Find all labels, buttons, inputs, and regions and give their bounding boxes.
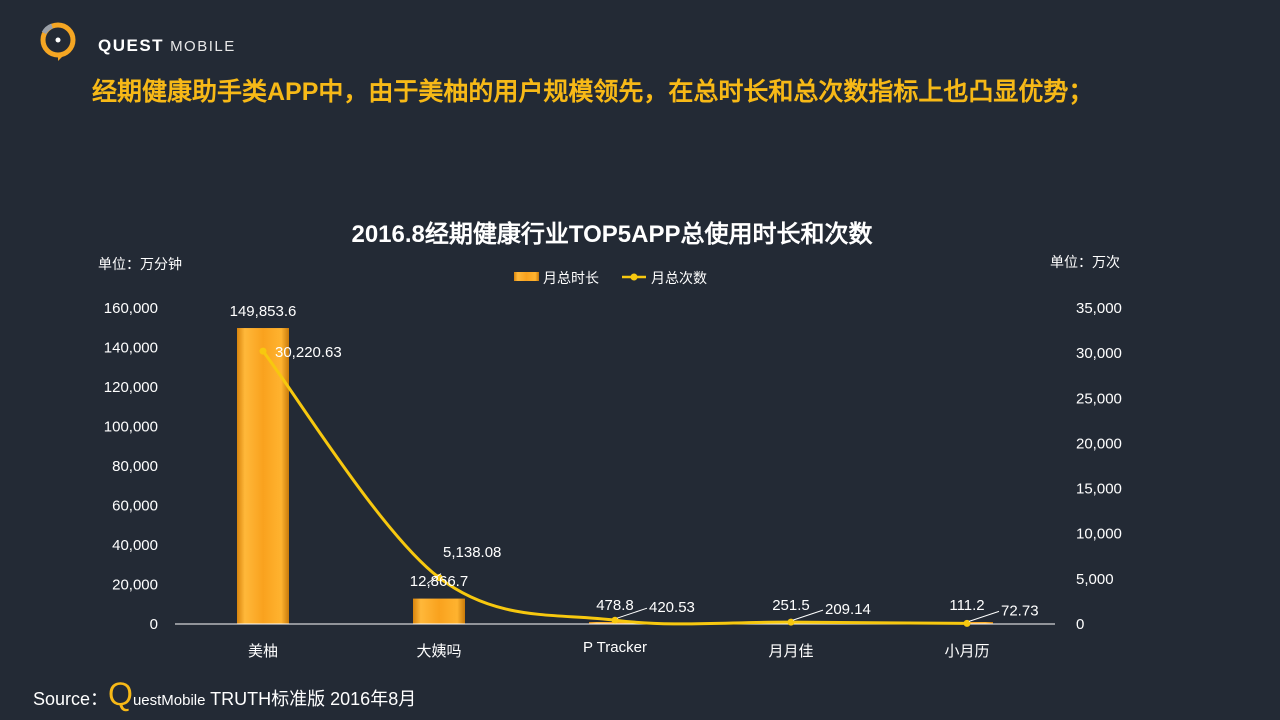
right-tick-label: 5,000 <box>1076 571 1114 588</box>
right-tick-label: 0 <box>1076 616 1084 633</box>
right-tick-label: 10,000 <box>1076 526 1122 543</box>
bar-value-label: 12,866.7 <box>410 573 468 590</box>
left-tick-label: 0 <box>150 616 158 633</box>
source-tail: TRUTH标准版 2016年8月 <box>205 689 417 709</box>
line-series-path <box>261 350 968 626</box>
category-label: 小月历 <box>944 643 989 660</box>
right-tick-label: 35,000 <box>1076 300 1122 317</box>
left-axis-unit: 单位：万分钟 <box>98 256 182 272</box>
source-q-letter: Q <box>108 676 133 712</box>
bar-value-label: 251.5 <box>772 597 810 614</box>
line-value-label: 5,138.08 <box>443 544 501 561</box>
right-tick-label: 25,000 <box>1076 390 1122 407</box>
label-leader-line <box>426 573 442 585</box>
line-value-label: 209.14 <box>825 601 871 618</box>
chart-title: 2016.8经期健康行业TOP5APP总使用时长和次数 <box>351 220 873 248</box>
page-headline: 经期健康助手类APP中，由于美柚的用户规模领先，在总时长和总次数指标上也凸显优势… <box>92 78 1094 106</box>
brand-name: QUEST MOBILE <box>98 36 236 56</box>
label-leader-line <box>968 610 1000 622</box>
right-axis-unit: 单位：万次 <box>1050 254 1120 270</box>
legend-swatch-bar <box>514 272 539 281</box>
left-tick-label: 80,000 <box>112 458 158 475</box>
legend-marker-line <box>630 273 638 281</box>
bar-value-label: 111.2 <box>949 597 984 614</box>
line-value-label: 420.53 <box>649 599 695 616</box>
line-point <box>787 618 795 626</box>
label-leader-line <box>792 609 824 621</box>
right-tick-label: 15,000 <box>1076 481 1122 498</box>
right-tick-label: 20,000 <box>1076 435 1122 452</box>
bar-value-label: 149,853.6 <box>230 303 297 320</box>
source-brand-rest: uestMobile <box>132 692 206 709</box>
line-point <box>259 347 267 355</box>
left-tick-label: 140,000 <box>104 340 158 357</box>
legend-label-line: 月总次数 <box>651 270 707 286</box>
bar-mark <box>237 328 289 624</box>
category-label: 大姨吗 <box>416 643 461 660</box>
source-line: Source：QuestMobile TRUTH标准版 2016年8月 <box>33 676 416 713</box>
bar-mark <box>413 598 465 624</box>
left-tick-label: 160,000 <box>104 300 158 317</box>
bar-value-label: 478.8 <box>596 597 634 614</box>
label-leader-line <box>616 607 648 619</box>
category-label: 月月佳 <box>768 643 813 660</box>
right-tick-label: 30,000 <box>1076 345 1122 362</box>
line-point <box>963 619 971 627</box>
left-tick-label: 20,000 <box>112 577 158 594</box>
brand-name-light: MOBILE <box>170 38 236 55</box>
left-tick-label: 40,000 <box>112 537 158 554</box>
line-point <box>611 616 619 624</box>
left-tick-label: 100,000 <box>104 419 158 436</box>
questmobile-logo-icon <box>40 22 76 61</box>
source-label: Source： <box>33 689 109 709</box>
line-value-label: 72.73 <box>1001 602 1039 619</box>
left-tick-label: 60,000 <box>112 498 158 515</box>
category-label: 美柚 <box>248 643 278 660</box>
left-tick-label: 120,000 <box>104 379 158 396</box>
brand-name-bold: QUEST <box>98 36 165 55</box>
legend-label-bar: 月总时长 <box>543 270 599 286</box>
category-label: P Tracker <box>583 639 647 656</box>
line-value-label: 30,220.63 <box>275 344 342 361</box>
